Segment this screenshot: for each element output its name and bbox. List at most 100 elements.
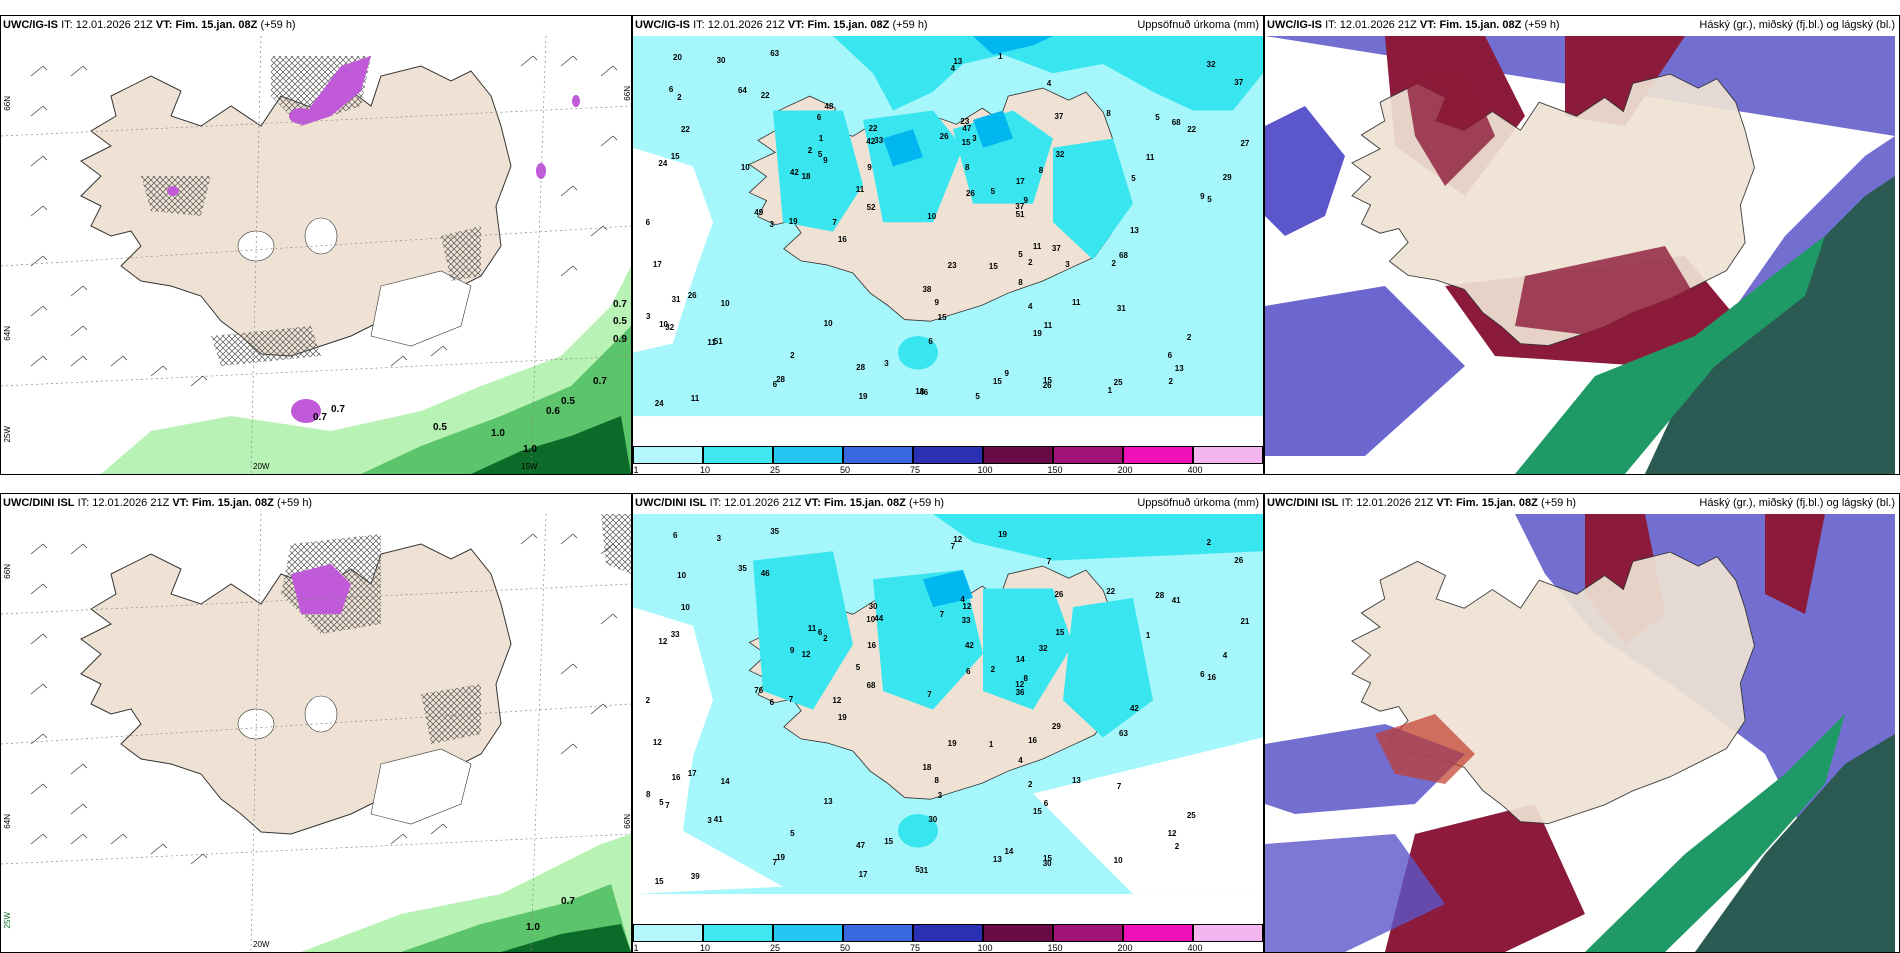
precip-value: 12 [1167,829,1177,839]
vt-value: Fim. 15.jan. 08Z [823,497,906,509]
precip-value: 51 [1015,210,1025,220]
precip-value: 15 [1055,628,1065,638]
precip-value: 32 [1038,644,1048,654]
precip-value: 29 [1222,173,1232,183]
it-label: IT: [1325,19,1337,31]
precip-value: 10 [677,571,687,581]
value-label: 1.0 [526,922,540,933]
precip-value: 37 [1051,244,1061,254]
precip-value: 6 [645,217,651,227]
precip-value: 2 [990,665,996,675]
precip-value: 2 [790,350,795,360]
legend-swatch [1123,924,1193,942]
precip-value: 6 [772,380,778,390]
precip-value: 15 [1032,806,1042,816]
precip-value: 35 [770,527,780,537]
precip-value: 32 [1055,150,1065,160]
panel-header: UWC/IG-IS IT: 12.01.2026 21Z VT: Fim. 15… [3,19,296,31]
precip-value: 28 [1155,591,1165,601]
vt-value: Fim. 15.jan. 08Z [1439,19,1522,31]
precip-value: 8 [1106,109,1111,118]
precip-value: 9 [823,155,828,165]
model-name: UWC/DINI ISL [635,497,707,509]
precip-value: 23 [960,116,970,126]
precip-value: 6 [817,627,823,637]
precip-value: 30 [928,814,938,824]
precip-value: 14 [720,777,730,787]
legend-tick: 25 [769,943,781,953]
precip-value: 49 [754,207,764,217]
precip-value: 9 [1200,192,1205,202]
legend-tick: 100 [977,465,993,475]
color-legend: 1 10 25 50 75 100 150 200 400 [633,444,1263,474]
lat-label-66n: 66N [3,96,12,111]
cloud-map [1265,514,1895,952]
precip-value: 16 [1028,736,1037,746]
precip-value: 4 [1018,756,1023,766]
it-label: IT: [61,19,73,31]
lon-label-15w: 15W [521,462,538,471]
legend-tick: 50 [839,465,851,475]
it-value: 12.01.2026 21Z [1339,19,1417,31]
vt-label: VT: [787,19,805,31]
precip-value: 37 [1054,111,1064,121]
precip-value: 6 [1043,798,1049,808]
precip-value: 19 [776,852,785,862]
precip-value: 13 [1129,225,1139,235]
value-label: 0.6 [546,406,560,417]
precip-value: 9 [789,645,795,655]
precip-value: 31 [1116,304,1126,314]
value-label: 0.5 [561,396,575,407]
panel-top-middle: UWC/IG-IS IT: 12.01.2026 21Z VT: Fim. 15… [632,15,1264,475]
precip-value: 10 [866,615,876,625]
precip-value: 5 [1018,249,1023,259]
precip-value: 31 [671,294,681,304]
precip-value: 68 [1119,251,1128,261]
precip-value: 33 [874,136,884,146]
legend-tick: 75 [909,465,921,475]
precip-value: 9 [1023,196,1028,206]
precip-value: 10 [659,319,668,329]
lat-label-64n: 64N [3,814,12,829]
precip-value: 37 [1234,78,1244,88]
value-label: 0.7 [331,404,345,415]
precip-value: 35 [737,564,747,574]
panel-top-right: UWC/IG-IS IT: 12.01.2026 21Z VT: Fim. 15… [1264,15,1900,475]
wind-map [1,514,631,952]
precip-value: 18 [801,171,811,181]
panel-title: Háský (gr.), miðský (fj.bl.) og lágský (… [1699,19,1895,31]
precip-value: 7 [788,695,794,705]
legend-tick: 75 [909,943,921,953]
value-label: 0.9 [613,334,627,345]
legend-swatch [1053,446,1123,464]
precip-value: 2 [823,633,828,643]
lon-label-20w: 20W [253,462,270,471]
precip-value: 4 [1046,79,1052,89]
precip-value: 5 [790,828,795,838]
precip-value: 5 [915,864,920,874]
precip-value: 10 [680,602,690,612]
precip-value: 19 [858,391,868,401]
precip-value: 17 [652,259,662,269]
precip-value: 46 [919,387,929,397]
precip-value: 6 [673,530,678,540]
precip-value: 7 [927,690,932,699]
precip-value: 5 [659,797,664,807]
precip-value: 63 [770,49,780,59]
precip-value: 3 [1065,260,1070,270]
precip-value: 11 [1145,153,1155,163]
precip-value: 3 [972,134,977,144]
precip-value: 12 [658,637,668,647]
precip-value: 7 [950,542,956,552]
model-name: UWC/IG-IS [635,19,690,31]
precip-map [633,514,1263,895]
legend-tick: 200 [1117,943,1133,953]
precip-value: 22 [1187,125,1197,135]
precip-value: 4 [1028,302,1033,312]
precip-value: 48 [824,101,834,111]
legend-swatch [633,924,703,942]
legend-tick: 400 [1187,465,1203,475]
precip-value: 3 [769,219,774,229]
precip-value: 6 [928,336,933,346]
precip-value: 20 [673,52,682,62]
